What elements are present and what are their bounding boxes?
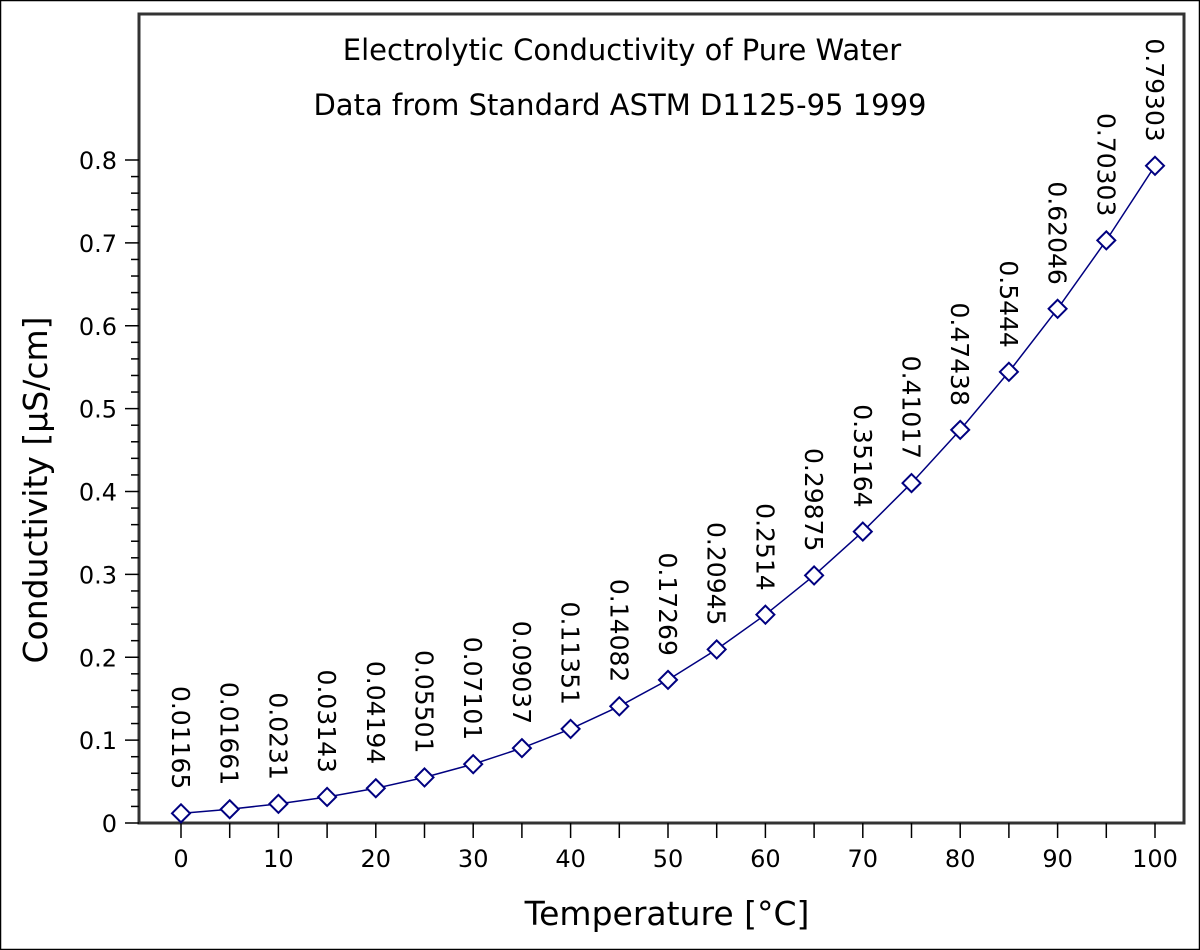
plot-frame [137,12,1186,825]
x-tick-label: 60 [750,845,781,873]
x-tick-label: 10 [263,845,294,873]
data-point [949,419,971,441]
data-point [365,777,387,799]
data-label: 0.29875 [799,448,828,551]
data-label: 0.03143 [312,670,341,773]
data-point [608,695,630,717]
data-label: 0.14082 [604,579,633,682]
y-tick-label: 0 [102,810,117,838]
data-point [901,472,922,494]
y-tick-label: 0.4 [79,479,117,507]
x-tick-label: 0 [173,845,188,873]
data-label: 0.11351 [556,602,585,705]
data-point [657,669,679,691]
data-point [706,639,728,660]
data-label: 0.07101 [458,637,487,740]
y-tick-label: 0.3 [79,561,117,589]
data-label: 0.05501 [410,650,439,753]
data-point [1095,229,1117,251]
x-tick-label: 30 [458,845,489,873]
data-label: 0.09037 [507,621,536,724]
data-label: 0.79303 [1140,38,1169,141]
x-tick-label: 90 [1042,845,1073,873]
data-label: 0.70303 [1091,113,1120,216]
data-point [267,793,289,815]
data-label: 0.04194 [361,661,390,764]
y-tick-label: 0.2 [79,644,117,672]
data-point [414,766,435,788]
data-label: 0.2514 [750,503,779,590]
data-point [803,564,825,586]
data-point [316,786,338,808]
chart-subtitle: Data from Standard ASTM D1125-95 1999 [313,88,926,122]
axes: 0 0.1 0.2 0.3 0.4 0.5 0.6 0.7 0.8 0 10 20 30 40 50 60 70… [79,147,1178,873]
x-tick-label: 20 [361,845,392,873]
data-label: 0.47438 [945,302,974,405]
data-label: 0.5444 [994,260,1023,347]
data-label: 0.0231 [263,692,292,779]
chart-title: Electrolytic Conductivity of Pure Water [343,33,902,67]
data-label: 0.41017 [897,356,926,459]
x-tick-label: 80 [945,845,976,873]
x-tick-label: 70 [848,845,879,873]
data-label: 0.35164 [848,404,877,507]
y-tick-label: 0.8 [79,147,117,175]
data-label: 0.17269 [653,552,682,655]
data-point [170,802,192,824]
data-point [852,521,874,542]
data-point [511,737,533,759]
data-point [560,718,582,740]
x-tick-label: 100 [1132,845,1178,873]
data-point [462,753,484,775]
y-tick-label: 0.1 [79,727,117,755]
data-point [219,798,241,820]
data-point [754,604,776,626]
data-point [1144,155,1166,177]
series: 0.01165 0.01661 0.0231 0.03143 0.04194 0.0550… [166,38,1169,824]
data-point [998,361,1020,383]
x-tick-label: 50 [653,845,684,873]
y-axis-title: Conductivity [µS/cm] [16,316,55,663]
data-label: 0.62046 [1043,181,1072,284]
y-tick-label: 0.7 [79,230,117,258]
y-tick-label: 0.5 [79,396,117,424]
data-label: 0.01661 [215,682,244,785]
data-point [1047,298,1069,320]
data-label: 0.01165 [166,686,195,789]
x-axis-title: Temperature [°C] [524,894,810,933]
x-tick-label: 40 [555,845,586,873]
y-tick-label: 0.6 [79,313,117,341]
data-label: 0.20945 [702,522,731,625]
